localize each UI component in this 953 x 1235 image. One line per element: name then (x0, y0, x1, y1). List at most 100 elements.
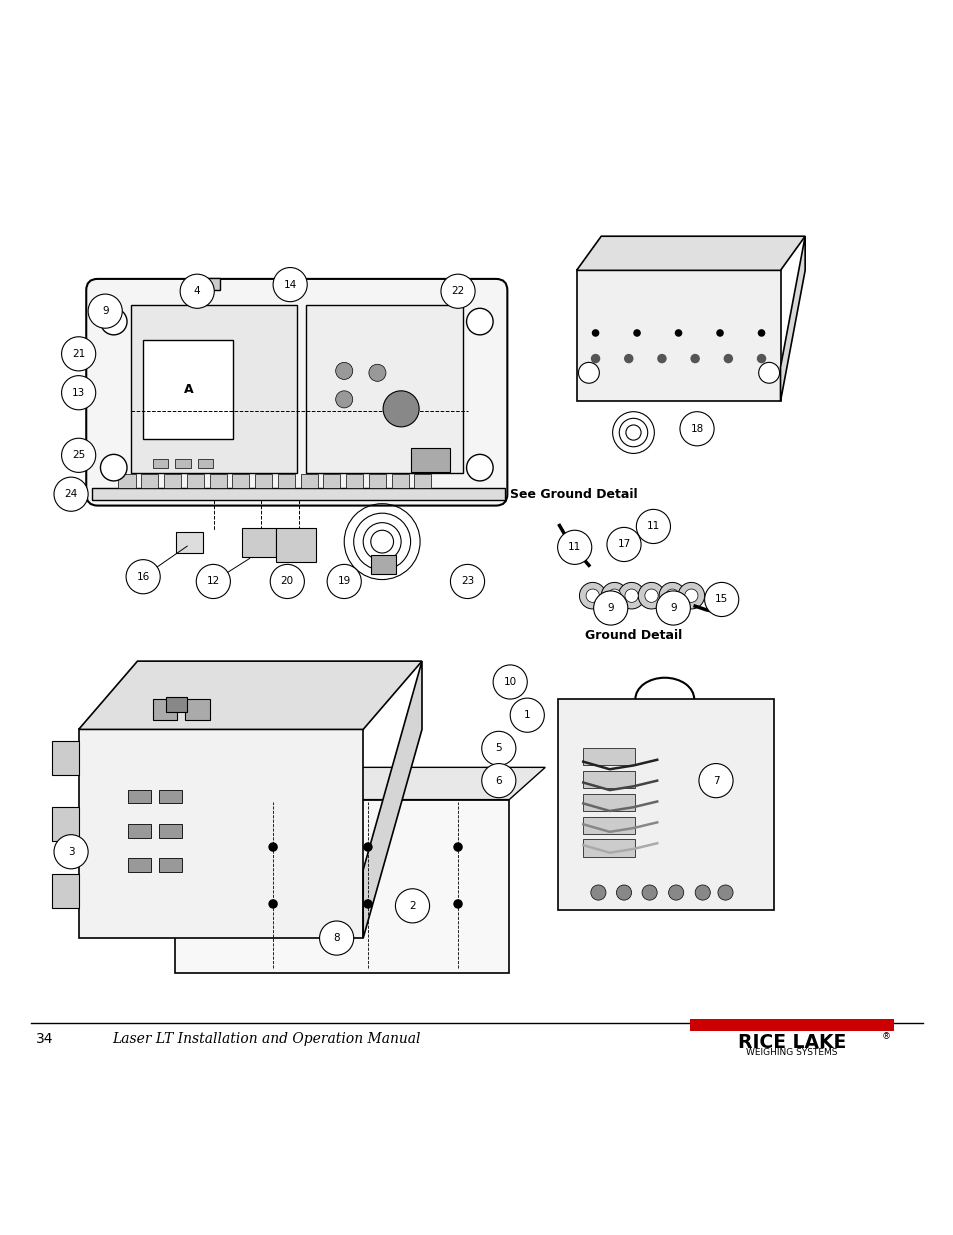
Text: RICE LAKE: RICE LAKE (737, 1032, 845, 1052)
Bar (300, 474, 317, 488)
Text: 11: 11 (646, 521, 659, 531)
Text: A: A (184, 383, 193, 396)
FancyBboxPatch shape (78, 730, 363, 939)
Circle shape (699, 763, 732, 798)
Circle shape (590, 354, 599, 363)
Circle shape (718, 885, 732, 900)
Bar (131, 305, 296, 473)
Text: 16: 16 (136, 572, 150, 582)
Circle shape (618, 583, 644, 609)
Circle shape (450, 564, 484, 599)
Bar (152, 459, 168, 468)
Circle shape (493, 664, 527, 699)
Circle shape (126, 559, 160, 594)
Text: 3: 3 (68, 847, 74, 857)
Bar (233, 474, 249, 488)
Circle shape (453, 842, 462, 852)
Text: 20: 20 (280, 577, 294, 587)
Bar (369, 474, 386, 488)
Circle shape (704, 583, 738, 616)
Text: 9: 9 (102, 306, 109, 316)
Text: 7: 7 (712, 776, 719, 785)
Polygon shape (780, 236, 804, 401)
Text: WEIGHING SYSTEMS: WEIGHING SYSTEMS (745, 1049, 837, 1057)
Bar (254, 474, 272, 488)
Text: Ground Detail: Ground Detail (584, 629, 681, 642)
Circle shape (88, 294, 122, 329)
Circle shape (758, 362, 779, 383)
Circle shape (319, 921, 354, 955)
Bar (185, 699, 210, 720)
Text: See Ground Detail: See Ground Detail (510, 488, 638, 500)
FancyBboxPatch shape (175, 799, 509, 973)
Circle shape (363, 899, 373, 909)
Text: 11: 11 (567, 542, 580, 552)
Circle shape (593, 590, 627, 625)
Circle shape (659, 583, 685, 609)
Circle shape (481, 763, 516, 798)
Bar (346, 474, 363, 488)
Circle shape (62, 375, 95, 410)
Circle shape (623, 354, 633, 363)
Circle shape (481, 731, 516, 766)
Circle shape (363, 842, 373, 852)
Circle shape (644, 589, 658, 603)
Bar (198, 459, 213, 468)
Bar (582, 794, 635, 811)
Bar (690, 1019, 893, 1031)
Bar (143, 340, 233, 440)
Text: 24: 24 (65, 489, 77, 499)
Text: 21: 21 (72, 348, 85, 359)
Bar (414, 474, 431, 488)
Circle shape (600, 583, 627, 609)
Bar (159, 790, 182, 804)
Circle shape (440, 274, 475, 309)
Bar (323, 474, 340, 488)
Circle shape (690, 354, 700, 363)
Circle shape (606, 527, 640, 562)
Text: 12: 12 (207, 577, 220, 587)
Circle shape (558, 530, 591, 564)
Bar (392, 474, 408, 488)
Circle shape (270, 564, 304, 599)
Circle shape (656, 590, 690, 625)
Text: 2: 2 (409, 900, 416, 911)
Text: 9: 9 (607, 603, 614, 613)
Circle shape (578, 583, 605, 609)
Bar (159, 824, 182, 837)
Circle shape (510, 698, 544, 732)
Bar (582, 840, 635, 857)
Circle shape (54, 835, 88, 869)
Text: 22: 22 (451, 287, 464, 296)
Circle shape (641, 885, 657, 900)
Text: 1: 1 (523, 710, 530, 720)
Text: 15: 15 (715, 594, 727, 604)
Circle shape (453, 899, 462, 909)
Bar (190, 278, 220, 290)
Circle shape (273, 268, 307, 301)
Polygon shape (363, 661, 421, 939)
Text: Laser LT Installation and Operation Manual: Laser LT Installation and Operation Manu… (112, 1031, 420, 1046)
Bar (277, 474, 294, 488)
Bar (159, 858, 182, 872)
Bar (91, 488, 504, 500)
Circle shape (674, 330, 681, 337)
Text: 18: 18 (690, 424, 703, 433)
Bar (582, 771, 635, 788)
Bar (410, 448, 450, 473)
Circle shape (466, 309, 493, 335)
Text: ®: ® (882, 1032, 890, 1041)
Circle shape (395, 889, 429, 923)
Text: 4: 4 (193, 287, 200, 296)
Text: 14: 14 (283, 279, 296, 289)
Circle shape (383, 390, 418, 427)
Circle shape (327, 564, 361, 599)
Circle shape (757, 330, 764, 337)
Text: 8: 8 (333, 934, 339, 944)
Circle shape (633, 330, 640, 337)
Circle shape (54, 477, 88, 511)
Bar (210, 474, 227, 488)
Bar (141, 474, 158, 488)
Circle shape (624, 589, 638, 603)
Text: 17: 17 (617, 540, 630, 550)
